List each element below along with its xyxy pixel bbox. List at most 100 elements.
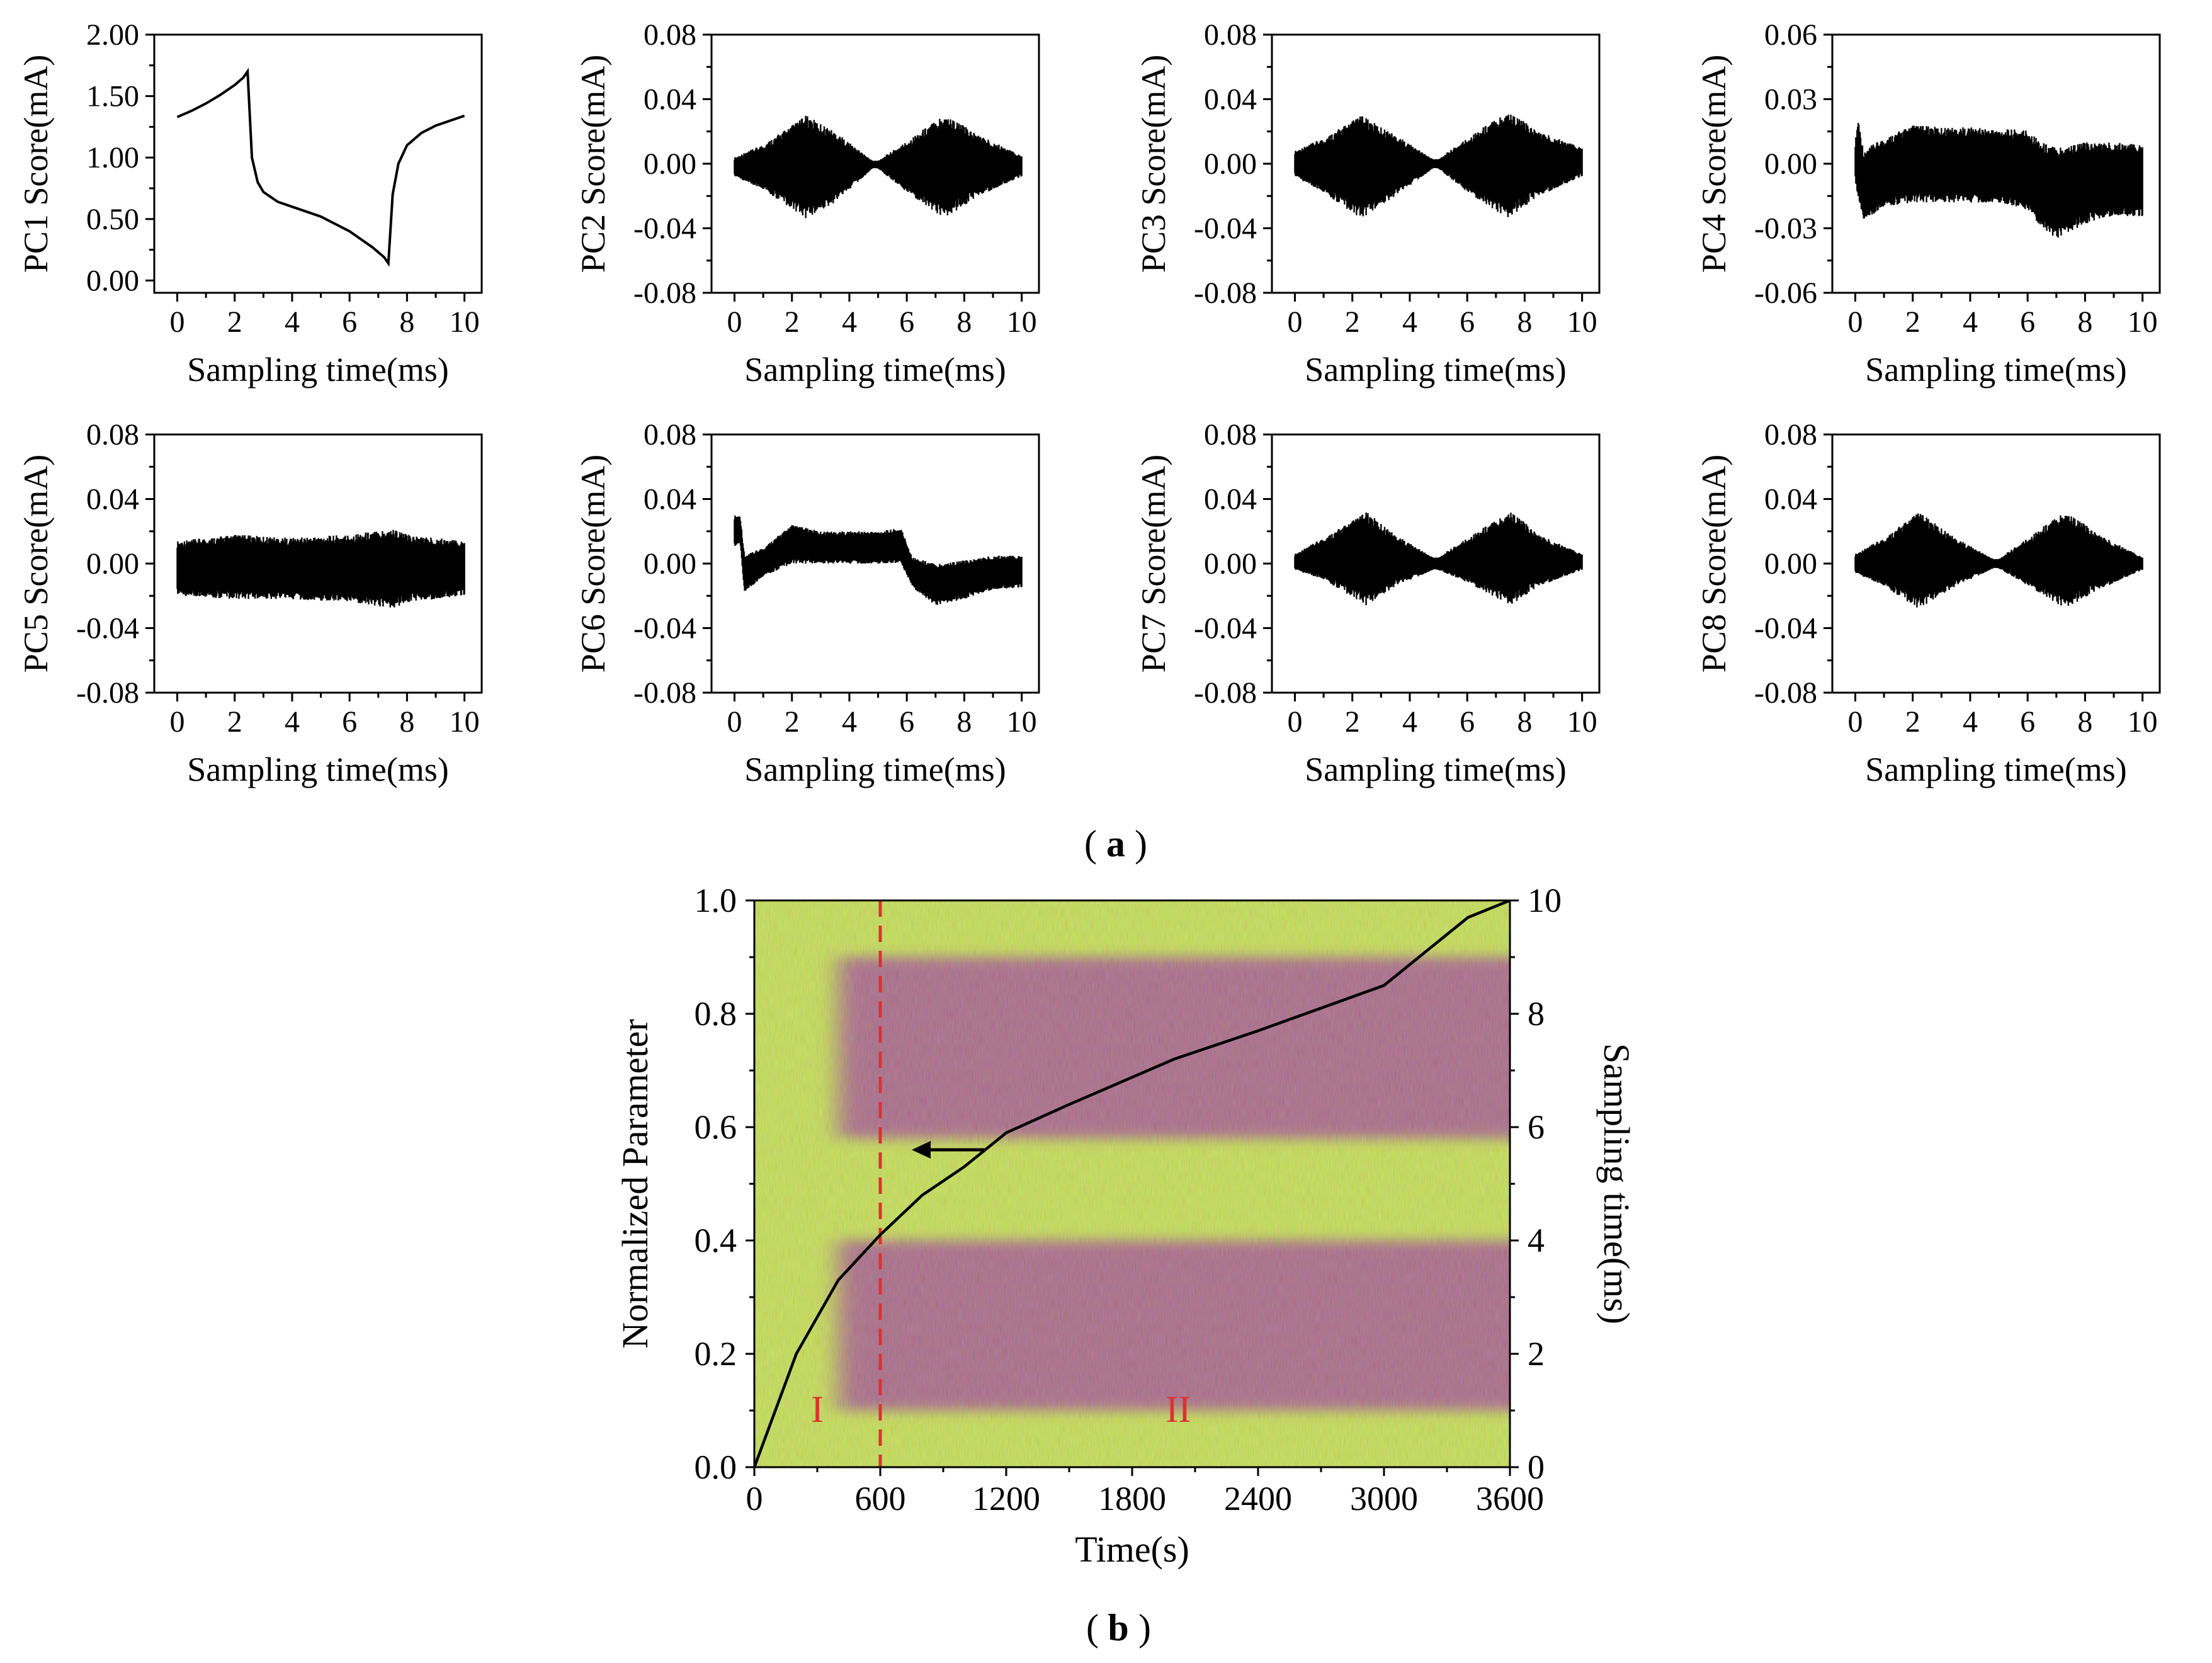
x-axis-label-pc6: Sampling time(ms)	[744, 751, 1006, 788]
x-tick-label-pc7: 8	[1517, 705, 1532, 739]
y-tick-label-pc1: 0.00	[86, 264, 139, 297]
x-tick-label-pc3: 4	[1402, 305, 1417, 339]
x-tick-label-pc3: 10	[1567, 305, 1597, 339]
y-tick-label-pc5: -0.08	[76, 676, 139, 710]
x-tick-label-b: 1200	[972, 1480, 1040, 1518]
y-tick-label-pc5: 0.00	[86, 547, 139, 581]
series-envelope-pc3	[1294, 115, 1583, 217]
x-tick-label-pc2: 4	[842, 305, 857, 339]
x-tick-label-pc7: 4	[1402, 705, 1417, 739]
y-tick-label-pc3: -0.08	[1194, 276, 1257, 310]
x-tick-label-pc8: 0	[1847, 705, 1863, 739]
y-tick-label-pc1: 1.50	[86, 80, 139, 113]
y-tick-label-pc4: 0.06	[1764, 18, 1817, 52]
x-tick-label-pc3: 6	[1460, 305, 1475, 339]
x-tick-label-pc2: 10	[1007, 305, 1037, 339]
y2-tick-label-b: 10	[1528, 882, 1562, 919]
x-tick-label-pc3: 2	[1345, 305, 1360, 339]
caption-a-close: )	[1135, 823, 1147, 865]
y-tick-label-pc7: 0.00	[1204, 547, 1257, 581]
x-tick-label-pc7: 6	[1460, 705, 1475, 739]
x-tick-label-pc4: 4	[1963, 305, 1978, 339]
x-tick-label-pc8: 4	[1963, 705, 1978, 739]
y-axis-label-pc1: PC1 Score(mA)	[17, 55, 55, 273]
x-tick-label-pc5: 10	[450, 705, 480, 739]
y-tick-label-pc6: -0.08	[633, 676, 696, 710]
y-tick-label-pc6: 0.04	[644, 483, 696, 516]
region-label: I	[811, 1388, 824, 1430]
y-tick-label-pc4: -0.03	[1754, 212, 1817, 246]
x-tick-label-pc1: 6	[342, 305, 357, 339]
y-tick-label-pc4: -0.06	[1754, 276, 1817, 310]
series-line-pc1	[176, 67, 465, 267]
x-tick-label-pc4: 8	[2077, 305, 2092, 339]
y-tick-label-pc2: -0.04	[633, 212, 696, 246]
y-tick-label-pc5: -0.04	[76, 612, 139, 645]
y-tick-label-pc1: 2.00	[86, 18, 139, 52]
y-tick-label-b: 0.8	[695, 995, 737, 1033]
y2-tick-label-b: 8	[1528, 995, 1545, 1033]
x-tick-label-pc1: 4	[285, 305, 300, 339]
y-axis-label-pc6: PC6 Score(mA)	[574, 455, 612, 673]
x-tick-label-pc5: 0	[169, 705, 184, 739]
x-tick-label-pc4: 10	[2128, 305, 2158, 339]
y2-tick-label-b: 2	[1528, 1335, 1545, 1373]
x-tick-label-pc5: 4	[285, 705, 300, 739]
y-tick-label-b: 0.6	[695, 1108, 737, 1146]
x-axis-label-pc7: Sampling time(ms)	[1305, 751, 1566, 788]
y-axis-label-pc5: PC5 Score(mA)	[17, 455, 55, 673]
panel-pc3: 0 2 4 6 8 10 -0.08 -0.04 0.00 0.04 0.08 Sampling ti…	[1135, 18, 1601, 389]
series-envelope-pc6	[734, 515, 1023, 605]
x-tick-label-pc2: 2	[785, 305, 800, 339]
y-tick-label-pc1: 0.50	[86, 203, 139, 236]
y-axis-label-pc4: PC4 Score(mA)	[1695, 55, 1733, 273]
y2-tick-label-b: 6	[1528, 1108, 1545, 1146]
x-tick-label-pc4: 6	[2020, 305, 2035, 339]
x-axis-label-pc5: Sampling time(ms)	[187, 751, 448, 788]
y-tick-label-pc7: -0.08	[1194, 676, 1257, 710]
y-tick-label-b: 1.0	[695, 882, 737, 919]
series-envelope-pc5	[176, 530, 465, 608]
caption-a-open: (	[1084, 823, 1097, 865]
x-tick-label-pc1: 0	[169, 305, 184, 339]
y-tick-label-pc5: 0.08	[86, 418, 139, 451]
region-label: II	[1166, 1388, 1191, 1430]
y-tick-label-pc3: 0.08	[1204, 18, 1257, 52]
x-tick-label-pc3: 0	[1287, 305, 1302, 339]
x-axis-label-pc1: Sampling time(ms)	[187, 351, 448, 389]
y-tick-label-pc2: 0.00	[644, 147, 696, 181]
x-tick-label-pc7: 0	[1287, 705, 1302, 739]
arrow-head	[912, 1141, 931, 1159]
panel-pc4: 0 2 4 6 8 10 -0.06 -0.03 0.00 0.03 0.06 Sampling ti…	[1695, 18, 2161, 389]
y-tick-label-pc6: 0.00	[644, 547, 696, 581]
y-tick-label-pc7: 0.04	[1204, 483, 1257, 516]
x-tick-label-pc6: 2	[785, 705, 800, 739]
x-tick-label-pc8: 6	[2020, 705, 2035, 739]
x-tick-label-pc6: 0	[727, 705, 742, 739]
x-tick-label-pc1: 10	[450, 305, 480, 339]
x-tick-label-b: 0	[746, 1480, 763, 1518]
y-tick-label-pc8: -0.04	[1754, 612, 1817, 645]
series-envelope-pc2	[734, 115, 1023, 219]
sampling-time-curve	[754, 900, 1510, 1467]
series-envelope-pc4	[1854, 123, 2143, 238]
panel-pc8: 0 2 4 6 8 10 -0.08 -0.04 0.00 0.04 0.08 Sampling ti…	[1695, 418, 2161, 788]
panel-pc7: 0 2 4 6 8 10 -0.08 -0.04 0.00 0.04 0.08 Sampling ti…	[1135, 418, 1601, 788]
x-tick-label-pc3: 8	[1517, 305, 1532, 339]
series-envelope-pc8	[1854, 513, 2143, 608]
x-tick-label-pc4: 0	[1847, 305, 1863, 339]
x-axis-label-pc4: Sampling time(ms)	[1865, 351, 2126, 389]
plot-frame-pc1	[153, 33, 483, 294]
x-tick-label-pc2: 0	[727, 305, 742, 339]
x-tick-label-b: 1800	[1098, 1480, 1166, 1518]
caption-b-close: )	[1138, 1607, 1151, 1649]
x-tick-label-pc8: 8	[2077, 705, 2092, 739]
y-tick-label-pc5: 0.04	[86, 483, 139, 516]
y-tick-label-pc4: 0.00	[1764, 147, 1817, 181]
caption-a-letter: a	[1106, 823, 1125, 865]
y-axis-label-b: Normalized Parameter	[615, 1019, 655, 1348]
y-tick-label-pc3: -0.04	[1194, 212, 1257, 246]
panel-pc5: 0 2 4 6 8 10 -0.08 -0.04 0.00 0.04 0.08 Sampling ti…	[17, 418, 483, 788]
y-axis-label-pc8: PC8 Score(mA)	[1695, 455, 1733, 673]
